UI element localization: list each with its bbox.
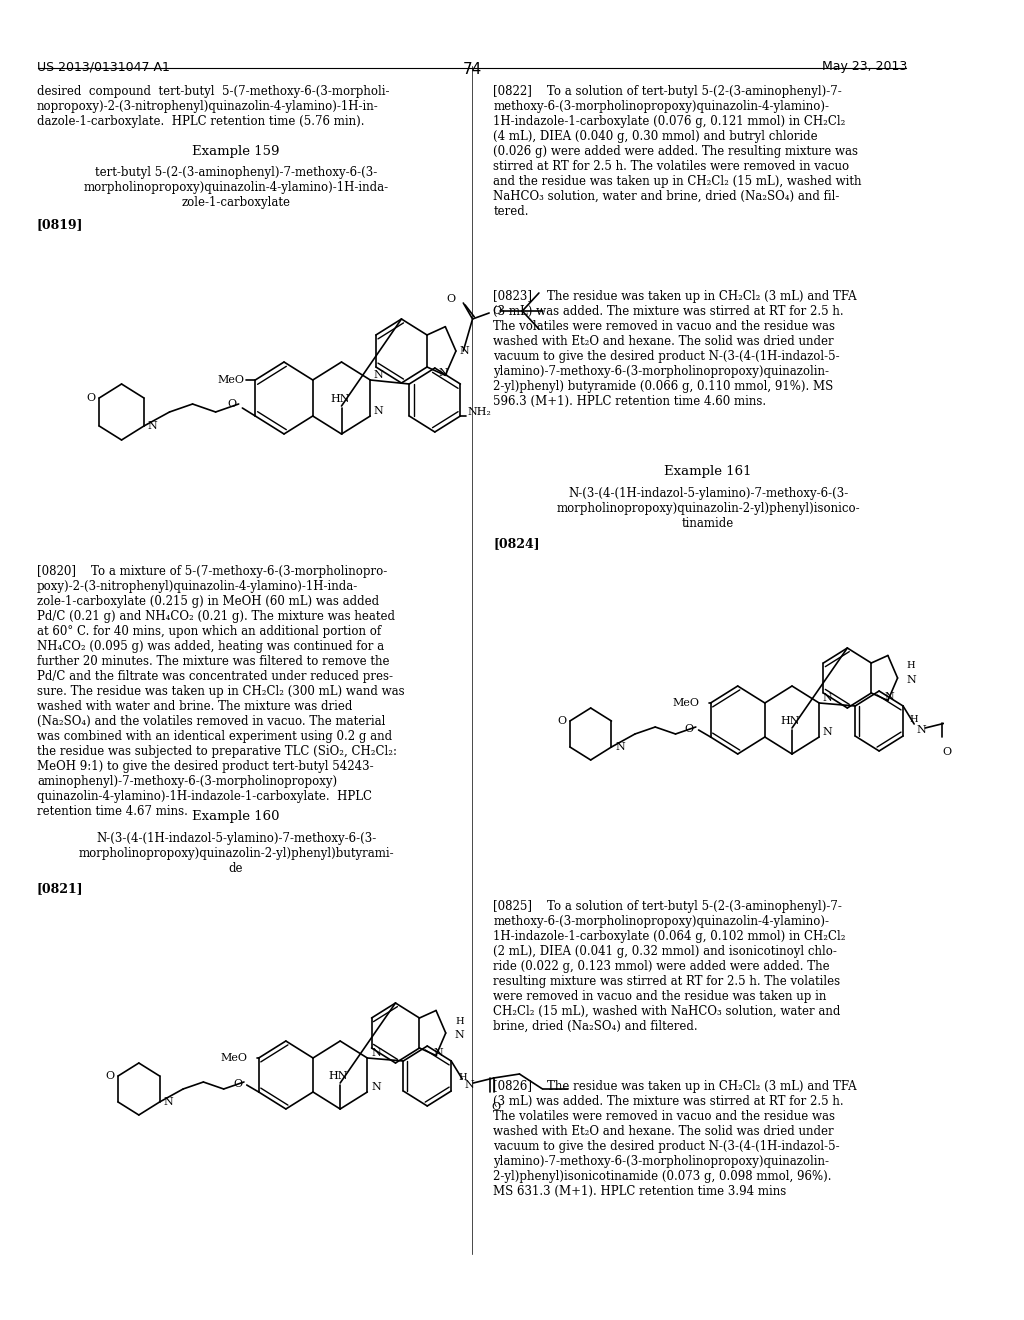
Text: MeO: MeO — [217, 375, 244, 385]
Text: O: O — [490, 1102, 500, 1111]
Text: MeO: MeO — [673, 698, 699, 708]
Text: O: O — [227, 399, 237, 409]
Text: N: N — [615, 742, 625, 752]
Text: N: N — [371, 1082, 381, 1092]
Text: N: N — [371, 1048, 381, 1059]
Text: tert-butyl 5-(2-(3-aminophenyl)-7-methoxy-6-(3-
morpholinopropoxy)quinazolin-4-y: tert-butyl 5-(2-(3-aminophenyl)-7-methox… — [84, 166, 389, 209]
Text: desired  compound  tert-butyl  5-(7-methoxy-6-(3-morpholi-
nopropoxy)-2-(3-nitro: desired compound tert-butyl 5-(7-methoxy… — [37, 84, 389, 128]
Text: N: N — [460, 346, 469, 356]
Text: [0821]: [0821] — [37, 882, 84, 895]
Text: H: H — [458, 1072, 467, 1081]
Text: Example 161: Example 161 — [665, 465, 752, 478]
Text: N: N — [916, 725, 927, 735]
Text: O: O — [943, 747, 952, 756]
Text: N-(3-(4-(1H-indazol-5-ylamino)-7-methoxy-6-(3-
morpholinopropoxy)quinazolin-2-yl: N-(3-(4-(1H-indazol-5-ylamino)-7-methoxy… — [78, 832, 394, 875]
Text: N: N — [374, 407, 384, 416]
Text: N: N — [465, 1080, 474, 1090]
Text: HN: HN — [329, 1071, 348, 1081]
Text: O: O — [493, 306, 502, 315]
Text: HN: HN — [780, 715, 800, 726]
Text: Example 159: Example 159 — [193, 145, 280, 158]
Text: [0825]    To a solution of tert-butyl 5-(2-(3-aminophenyl)-7-
methoxy-6-(3-morph: [0825] To a solution of tert-butyl 5-(2-… — [494, 900, 846, 1034]
Text: N: N — [455, 1030, 465, 1040]
Text: O: O — [446, 294, 456, 304]
Text: N: N — [907, 675, 916, 685]
Text: N: N — [374, 370, 384, 380]
Text: O: O — [557, 715, 566, 726]
Text: HN: HN — [330, 393, 349, 404]
Text: MeO: MeO — [220, 1053, 248, 1063]
Text: NH₂: NH₂ — [468, 407, 492, 417]
Text: H: H — [455, 1016, 464, 1026]
Text: [0820]    To a mixture of 5-(7-methoxy-6-(3-morpholinopro-
poxy)-2-(3-nitropheny: [0820] To a mixture of 5-(7-methoxy-6-(3… — [37, 565, 404, 818]
Text: N: N — [438, 368, 449, 379]
Text: N: N — [163, 1097, 173, 1107]
Text: [0819]: [0819] — [37, 218, 83, 231]
Text: O: O — [86, 393, 95, 403]
Text: N: N — [433, 1048, 442, 1057]
Text: H: H — [907, 661, 915, 671]
Text: [0824]: [0824] — [494, 537, 540, 550]
Text: 74: 74 — [463, 62, 481, 77]
Text: [0826]    The residue was taken up in CH₂Cl₂ (3 mL) and TFA
(3 mL) was added. Th: [0826] The residue was taken up in CH₂Cl… — [494, 1080, 857, 1199]
Text: [0823]    The residue was taken up in CH₂Cl₂ (3 mL) and TFA
(3 mL) was added. Th: [0823] The residue was taken up in CH₂Cl… — [494, 290, 857, 408]
Text: O: O — [105, 1071, 115, 1081]
Text: N-(3-(4-(1H-indazol-5-ylamino)-7-methoxy-6-(3-
morpholinopropoxy)quinazolin-2-yl: N-(3-(4-(1H-indazol-5-ylamino)-7-methoxy… — [556, 487, 860, 531]
Text: H: H — [909, 715, 919, 725]
Text: O: O — [233, 1078, 242, 1089]
Text: N: N — [823, 693, 833, 704]
Text: [0822]    To a solution of tert-butyl 5-(2-(3-aminophenyl)-7-
methoxy-6-(3-morph: [0822] To a solution of tert-butyl 5-(2-… — [494, 84, 862, 218]
Text: May 23, 2013: May 23, 2013 — [822, 59, 907, 73]
Text: Example 160: Example 160 — [193, 810, 280, 822]
Text: O: O — [685, 723, 694, 734]
Text: US 2013/0131047 A1: US 2013/0131047 A1 — [37, 59, 170, 73]
Text: N: N — [885, 693, 895, 702]
Text: N: N — [147, 421, 158, 432]
Text: N: N — [823, 727, 833, 737]
